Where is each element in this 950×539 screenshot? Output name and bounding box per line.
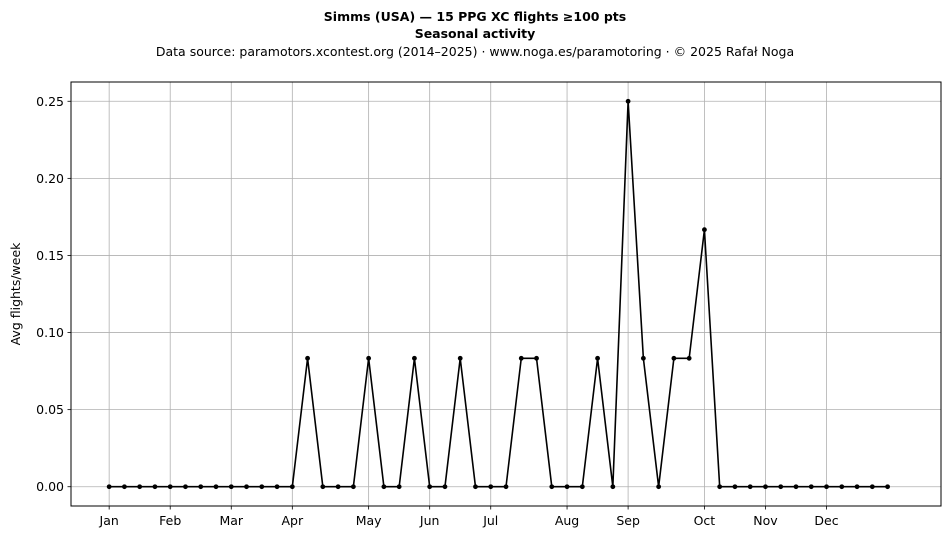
data-point [167, 484, 173, 490]
data-point [793, 484, 799, 490]
data-point [824, 484, 829, 490]
data-point [763, 484, 768, 490]
data-point [732, 484, 738, 490]
data-point [595, 355, 600, 361]
data-point [305, 355, 310, 361]
data-point [289, 484, 295, 490]
x-tick-label: Oct [694, 513, 716, 528]
series-layer [106, 98, 890, 490]
series-line [109, 100, 888, 488]
data-point [244, 484, 249, 490]
data-point [640, 355, 646, 361]
x-tick-label: Apr [282, 513, 304, 528]
data-point [839, 484, 845, 490]
x-tick-label: Jun [419, 513, 440, 528]
data-point [457, 355, 463, 361]
data-point [442, 484, 448, 490]
data-point [808, 484, 814, 490]
data-point [152, 484, 158, 490]
x-tick-label: May [356, 513, 382, 528]
data-point [686, 355, 692, 361]
data-point [778, 484, 784, 490]
x-tick-label: Aug [555, 513, 579, 528]
x-tick-label: Mar [219, 513, 243, 528]
data-point [869, 484, 875, 490]
x-tick-label: Jul [482, 513, 498, 528]
data-point [198, 484, 204, 490]
data-point [488, 484, 494, 490]
data-point [656, 484, 662, 490]
data-point [122, 484, 127, 490]
data-point [228, 484, 234, 490]
data-point [747, 484, 753, 490]
data-point [366, 355, 372, 361]
chart-subtitle: Seasonal activity [415, 26, 536, 41]
data-point [137, 484, 143, 490]
data-point [396, 484, 402, 490]
data-point [213, 484, 219, 490]
data-point [106, 484, 112, 490]
y-tick-label: 0.05 [36, 402, 64, 417]
data-point [854, 484, 860, 490]
x-tick-label: Jan [99, 513, 119, 528]
y-tick-label: 0.20 [36, 171, 64, 186]
data-point [473, 484, 478, 490]
data-point [427, 484, 433, 490]
plot-frame [70, 81, 942, 507]
data-point [534, 355, 539, 361]
data-point [183, 484, 188, 490]
grid [71, 82, 941, 506]
x-tick-label: Sep [616, 513, 640, 528]
data-point [885, 484, 890, 490]
data-point [671, 355, 677, 361]
x-tick-label: Nov [753, 513, 778, 528]
data-point [274, 484, 280, 490]
data-point [549, 484, 555, 490]
y-tick-label: 0.25 [36, 94, 64, 109]
data-point [335, 484, 341, 490]
data-point [518, 355, 524, 361]
data-point [717, 484, 723, 490]
data-point [625, 98, 631, 104]
data-point [412, 355, 417, 361]
chart-title: Simms (USA) — 15 PPG XC flights ≥100 pts [324, 9, 626, 24]
data-point [320, 484, 326, 490]
data-point [503, 484, 509, 490]
chart-source-note: Data source: paramotors.xcontest.org (20… [156, 44, 794, 59]
y-tick-label: 0.10 [36, 325, 64, 340]
data-point [579, 484, 585, 490]
data-point [564, 484, 570, 490]
data-point [259, 484, 265, 490]
y-tick-label: 0.15 [36, 248, 64, 263]
data-point [702, 227, 707, 233]
y-axis-label: Avg flights/week [8, 242, 23, 346]
data-point [350, 484, 356, 490]
y-tick-label: 0.00 [36, 479, 64, 494]
data-point [610, 484, 616, 490]
axis-ticks: 0.00 0.05 0.10 0.15 0.20 0.25 Jan Feb Mar Apr May J… [36, 94, 839, 528]
data-point [381, 484, 387, 490]
x-tick-label: Dec [814, 513, 838, 528]
x-tick-label: Feb [159, 513, 181, 528]
